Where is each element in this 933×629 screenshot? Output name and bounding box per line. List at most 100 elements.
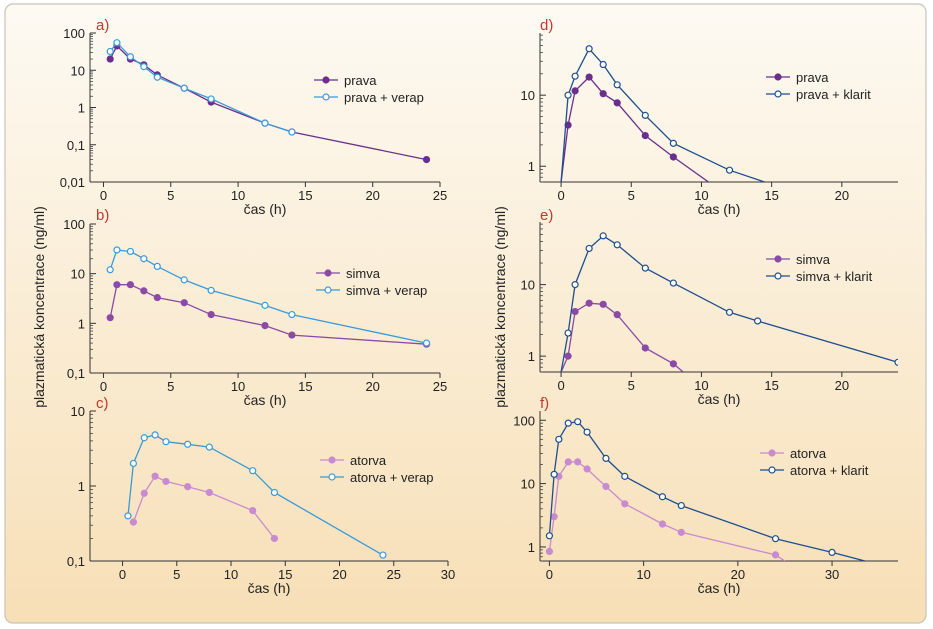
data-point: [621, 500, 629, 508]
data-point: [140, 255, 148, 263]
data-point: [571, 72, 579, 80]
data-point: [602, 482, 610, 491]
legend-marker: [324, 286, 332, 294]
y-tick-label: 1: [78, 316, 85, 331]
x-tick-label: 15: [298, 188, 312, 203]
data-point: [641, 344, 649, 352]
data-point: [550, 513, 558, 521]
x-tick-label: 0: [557, 188, 564, 203]
data-point: [564, 352, 572, 360]
x-tick-label: 5: [173, 567, 180, 582]
data-point: [894, 358, 898, 366]
data-point: [574, 418, 582, 426]
data-point: [613, 241, 621, 249]
legend-marker: [322, 93, 330, 101]
data-point: [113, 246, 121, 254]
x-tick-label: 15: [298, 379, 312, 394]
y-tick-label: 1: [528, 159, 535, 174]
data-point: [261, 301, 269, 309]
panel-label: c): [96, 395, 109, 412]
data-point: [153, 262, 161, 271]
data-point: [771, 535, 780, 543]
x-tick-label: 10: [224, 567, 238, 582]
legend: prava prava + klarit: [766, 70, 871, 102]
legend-label: simva: [796, 252, 831, 267]
data-point: [106, 47, 114, 56]
legend-label: prava: [796, 70, 829, 85]
data-point: [162, 477, 170, 486]
x-tick-label: 10: [231, 379, 245, 394]
legend-label: prava + klarit: [796, 87, 871, 102]
data-point: [205, 443, 213, 451]
data-point: [555, 435, 563, 443]
x-tick-label: 20: [835, 188, 849, 203]
x-tick-label: 15: [764, 378, 778, 393]
data-point: [126, 247, 134, 256]
x-tick-label: 20: [365, 188, 379, 203]
panel-label: a): [96, 17, 109, 34]
legend-marker: [774, 272, 782, 280]
x-tick-label: 10: [694, 378, 708, 393]
data-point: [153, 73, 161, 81]
data-point: [677, 501, 685, 510]
data-point: [140, 287, 148, 295]
legend-label: prava + verap: [344, 90, 424, 105]
data-point: [422, 339, 431, 347]
data-point: [288, 331, 296, 339]
panel-e: 1 10 0 5 10 15 20 čas (h) e) simva simva + klarit: [521, 207, 898, 407]
data-point: [641, 131, 649, 140]
data-point: [583, 428, 591, 436]
data-point: [124, 512, 132, 520]
panel-label: f): [540, 395, 549, 412]
legend-label: atorva + verap: [350, 470, 433, 485]
x-tick-label: 15: [278, 567, 292, 582]
y-tick-label: 100: [513, 413, 535, 428]
series-line: [109, 249, 427, 344]
data-point: [564, 419, 572, 427]
data-point: [571, 280, 579, 289]
data-point: [585, 45, 593, 53]
legend-marker: [774, 73, 782, 81]
plot-area: [560, 45, 765, 182]
data-point: [613, 99, 621, 107]
legend-marker: [322, 76, 330, 84]
data-point: [129, 518, 137, 526]
legend-marker: [768, 466, 776, 474]
x-tick-label: 10: [694, 188, 708, 203]
plot-area: [545, 418, 866, 561]
data-point: [288, 128, 296, 136]
data-point: [261, 322, 269, 330]
data-point: [725, 308, 734, 316]
legend-marker: [774, 90, 782, 98]
data-point: [658, 520, 667, 528]
series-line: [127, 434, 384, 556]
data-point: [422, 155, 431, 164]
y-tick-label: 0,1: [67, 138, 85, 153]
data-point: [140, 489, 148, 497]
data-point: [641, 111, 649, 119]
data-point: [180, 84, 188, 92]
data-point: [669, 360, 677, 368]
x-tick-label: 20: [731, 567, 745, 582]
data-point: [126, 53, 134, 61]
data-point: [545, 547, 554, 556]
x-tick-label: 10: [636, 567, 650, 582]
data-point: [564, 329, 572, 337]
y-tick-label: 1: [528, 540, 535, 555]
data-point: [270, 534, 279, 543]
x-axis-title: čas (h): [244, 392, 287, 408]
data-point: [669, 153, 677, 161]
x-axis-title: čas (h): [698, 580, 741, 596]
data-point: [599, 232, 607, 240]
data-point: [754, 317, 762, 325]
x-tick-label: 10: [231, 188, 245, 203]
legend: simva simva + klarit: [766, 252, 873, 284]
data-point: [379, 551, 387, 559]
x-tick-label: 0: [100, 379, 107, 394]
data-point: [545, 532, 554, 540]
series-line: [548, 461, 786, 561]
legend: atorva atorva + verap: [320, 453, 433, 485]
data-point: [613, 311, 621, 319]
